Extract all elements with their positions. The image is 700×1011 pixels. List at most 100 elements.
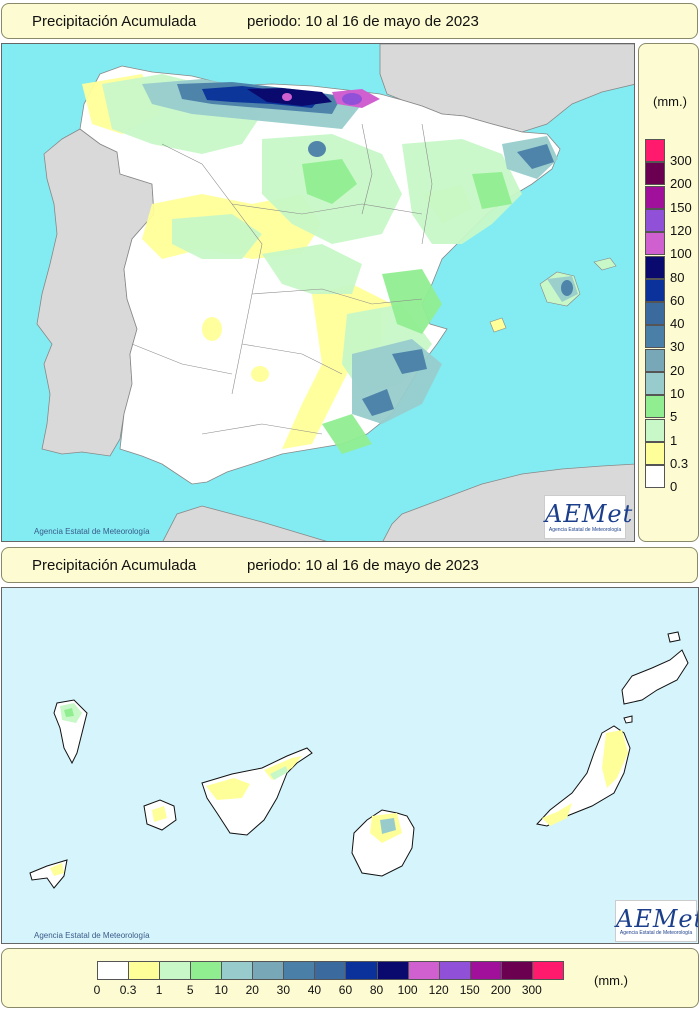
peninsula-credit: Agencia Estatal de Meteorología [34,527,150,536]
peninsula-map-svg [36,44,634,541]
legend-swatch-horizontal [531,961,564,980]
legend-label-horizontal: 120 [428,983,449,997]
legend-label-horizontal: 100 [397,983,418,997]
legend-label-horizontal: 40 [307,983,322,997]
legend-swatch-horizontal [314,961,347,980]
legend-swatch-horizontal [438,961,471,980]
legend-swatch [645,278,665,302]
legend-unit-horizontal: (mm.) [594,973,628,988]
legend-label: 80 [670,269,685,285]
legend-label: 1 [670,432,678,448]
aemet-logo-subtext: Agencia Estatal de Meteorología [619,930,693,936]
legend-class: 60 [639,278,698,308]
region-borders [131,123,433,435]
legend-swatch-horizontal [469,961,502,980]
legend-swatch-horizontal [128,961,161,980]
legend-label: 0 [670,479,678,495]
legend-class: 120 [639,208,698,238]
legend-label: 30 [670,339,685,355]
legend-swatch [645,139,665,162]
aemet-logo-text: AEMet [545,500,634,528]
legend-class: 300 [639,139,698,168]
canarias-credit: Agencia Estatal de Meteorología [34,931,150,940]
ibiza-land [489,317,507,333]
legend-class: 40 [639,302,698,331]
legend-label-horizontal: 80 [369,983,384,997]
legend-class: 0 [639,465,698,494]
legend-class: 30 [639,325,698,354]
legend-label: 5 [670,409,678,425]
legend-swatch-horizontal [376,961,409,980]
legend-label-horizontal: 0 [93,983,101,997]
menorca-land [593,257,617,271]
legend-label: 40 [670,316,685,332]
canarias-title: Precipitación Acumulada [32,557,197,574]
graciosa-island [667,631,681,643]
peninsula-title-bar: Precipitación Acumulada periodo: 10 al 1… [1,3,698,39]
africa-land [162,505,327,541]
canarias-title-bar: Precipitación Acumulada periodo: 10 al 1… [1,547,698,583]
peninsula-period: periodo: 10 al 16 de mayo de 2023 [247,13,479,30]
peninsula-map: Agencia Estatal de Meteorología AEMet Ag… [1,43,635,542]
aemet-logo-peninsula: AEMet Agencia Estatal de Meteorología [544,495,634,539]
precip-legend: (mm.) 300 200 150 120 100 80 60 40 30 20 10 5 1 0.3 0 [638,43,699,542]
legend-label-horizontal: 200 [490,983,511,997]
legend-class: 20 [639,348,698,378]
legend-swatch [645,232,665,256]
legend-swatch [645,348,665,372]
legend-label: 20 [670,362,685,378]
legend-label: 200 [670,176,692,192]
legend-swatch [645,208,665,232]
peninsula-title: Precipitación Acumulada [32,13,197,30]
legend-class: 150 [639,185,698,215]
legend-swatch [645,465,665,489]
legend-swatch [645,418,665,442]
legend-label: 0.3 [670,455,689,471]
canarias-map: Agencia Estatal de Meteorología AEMet Ag… [1,587,699,944]
legend-swatch [645,255,665,279]
legend-class: 80 [639,255,698,285]
legend-label: 100 [670,246,692,262]
legend-label: 300 [670,153,692,168]
legend-label-horizontal: 300 [521,983,542,997]
legend-swatch-horizontal [252,961,285,980]
legend-label-horizontal: 5 [186,983,194,997]
legend-label-horizontal: 30 [276,983,291,997]
legend-swatch-horizontal [407,961,440,980]
lanzarote-island [621,649,689,705]
legend-class: 10 [639,372,698,401]
precip-purple [342,93,362,105]
legend-swatch-horizontal [221,961,254,980]
legend-class: 100 [639,232,698,261]
legend-class: 200 [639,162,698,191]
legend-swatch [645,162,665,186]
legend-swatch [645,325,665,349]
canarias-map-svg [29,631,689,889]
legend-swatch-horizontal [97,961,130,980]
legend-swatch-horizontal [345,961,378,980]
legend-swatch-horizontal [190,961,223,980]
legend-label-horizontal: 150 [459,983,480,997]
legend-label: 120 [670,222,692,238]
legend-swatch-horizontal [159,961,192,980]
legend-class: 5 [639,395,698,424]
legend-swatch [645,372,665,395]
legend-label-horizontal: 0.3 [119,983,137,997]
legend-label-horizontal: 60 [338,983,353,997]
legend-label: 10 [670,386,685,401]
legend-label: 150 [670,199,692,215]
legend-class: 0.3 [639,441,698,471]
legend-swatch [645,302,665,326]
legend-label-horizontal: 1 [155,983,163,997]
legend-label-horizontal: 20 [245,983,259,997]
legend-swatch [645,441,665,465]
aemet-logo-text: AEMet [616,905,699,933]
precip-green [302,159,512,454]
legend-class: 1 [639,418,698,448]
canarias-period: periodo: 10 al 16 de mayo de 2023 [247,557,479,574]
legend-label-horizontal: 10 [214,983,228,997]
legend-swatch-horizontal [283,961,316,980]
legend-unit: (mm.) [653,94,687,109]
legend-swatch [645,185,665,209]
legend-swatch [645,395,665,419]
